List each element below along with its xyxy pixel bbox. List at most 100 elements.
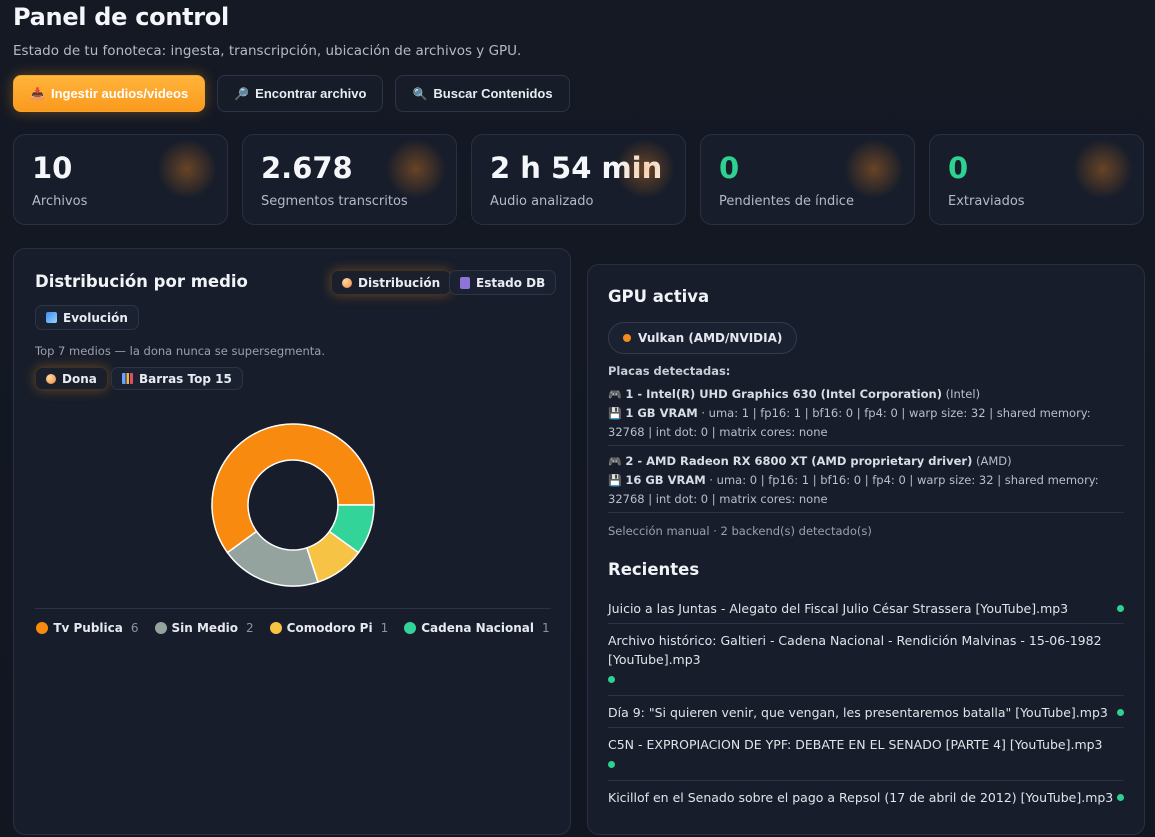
database-icon <box>460 276 470 289</box>
legend-swatch <box>36 622 49 634</box>
status-dot-icon <box>1117 794 1124 801</box>
search-icon: 🔍 <box>412 86 428 101</box>
divider <box>35 608 551 609</box>
page-title: Panel de control <box>13 3 229 31</box>
trend-chart-icon <box>46 312 57 323</box>
stat-value: 2.678 <box>261 151 353 185</box>
recent-item[interactable]: Juicio a las Juntas - Alegato del Fiscal… <box>608 599 1124 618</box>
ingest-button[interactable]: 📥 Ingestir audios/videos <box>13 75 206 112</box>
gamepad-icon: 🎮 <box>608 388 622 401</box>
recent-item[interactable]: C5N - EXPROPIACION DE YPF: DEBATE EN EL … <box>608 735 1124 773</box>
ingest-button-label: Ingestir audios/videos <box>50 86 189 101</box>
status-dot-icon <box>608 676 615 683</box>
divider <box>608 445 1124 446</box>
legend-label: Sin Medio <box>171 621 239 635</box>
detected-devices-label: Placas detectadas: <box>608 364 731 378</box>
recent-item-label: Día 9: "Si quieren venir, que vengan, le… <box>608 705 1108 720</box>
legend-item[interactable]: Comodoro Pi 1 <box>269 621 389 635</box>
status-dot-icon <box>623 334 631 342</box>
divider <box>608 695 1124 696</box>
orb-icon <box>46 373 56 384</box>
search-content-button-label: Buscar Contenidos <box>433 86 553 101</box>
distribution-title: Distribución por medio <box>35 272 248 291</box>
divider <box>608 780 1124 781</box>
divider <box>608 727 1124 728</box>
legend-label: Comodoro Pi <box>286 621 373 635</box>
legend-swatch <box>404 622 417 634</box>
stat-value: 0 <box>719 151 740 185</box>
tab-distribucion[interactable]: Distribución <box>331 270 452 295</box>
legend-item[interactable]: Tv Publica 6 <box>36 621 139 635</box>
stat-value: 2 h 54 min <box>490 151 663 185</box>
distribution-card: Distribución por medio Distribución Esta… <box>13 248 571 835</box>
magnifier-icon: 🔎 <box>234 86 250 101</box>
floppy-icon: 💾 <box>608 474 622 487</box>
legend-count: 6 <box>130 621 139 635</box>
gpu-vendor: (AMD) <box>975 454 1012 468</box>
status-dot-icon <box>1117 709 1124 716</box>
stat-label: Segmentos transcritos <box>261 194 408 209</box>
search-content-button[interactable]: 🔍 Buscar Contenidos <box>395 75 570 112</box>
recent-title: Recientes <box>608 560 700 579</box>
view-label: Dona <box>62 371 97 386</box>
legend-label: Cadena Nacional <box>421 621 535 635</box>
recent-item[interactable]: Kicillof en el Senado sobre el pago a Re… <box>608 788 1124 807</box>
recent-item[interactable]: Día 9: "Si quieren venir, que vengan, le… <box>608 703 1124 722</box>
legend-item[interactable]: Sin Medio 2 <box>154 621 254 635</box>
tab-estado-db[interactable]: Estado DB <box>449 270 557 295</box>
legend-swatch <box>154 622 167 634</box>
divider <box>608 512 1124 513</box>
donut-slice-tv-publica[interactable] <box>211 423 375 554</box>
legend-item[interactable]: Cadena Nacional 1 <box>404 621 550 635</box>
gpu-title: GPU activa <box>608 287 710 306</box>
chart-legend: Tv Publica 6 Sin Medio 2 Comodoro Pi 1 Cadena … <box>14 621 572 635</box>
status-dot-icon <box>1117 605 1124 612</box>
gpu-name: 2 - AMD Radeon RX 6800 XT (AMD proprieta… <box>625 454 973 468</box>
divider <box>608 623 1124 624</box>
gamepad-icon: 🎮 <box>608 455 622 468</box>
stat-card-extraviados: 0 Extraviados <box>929 134 1144 225</box>
stat-value: 10 <box>32 151 73 185</box>
recent-item-label: Juicio a las Juntas - Alegato del Fiscal… <box>608 601 1069 616</box>
recent-item-label: Kicillof en el Senado sobre el pago a Re… <box>608 790 1114 805</box>
tab-evolucion[interactable]: Evolución <box>35 305 139 330</box>
find-file-button[interactable]: 🔎 Encontrar archivo <box>217 75 384 112</box>
view-dona[interactable]: Dona <box>35 367 108 390</box>
gpu-selection-status: Selección manual · 2 backend(s) detectad… <box>608 524 872 538</box>
stats-row: 10 Archivos 2.678 Segmentos transcritos … <box>13 134 1144 225</box>
legend-count: 1 <box>380 621 389 635</box>
recent-item[interactable]: Archivo histórico: Galtieri - Cadena Nac… <box>608 631 1124 688</box>
stat-label: Pendientes de índice <box>719 194 854 209</box>
tab-label: Estado DB <box>476 275 546 290</box>
donut-slice-cadena-nacional[interactable] <box>328 504 375 554</box>
stat-card-archivos: 10 Archivos <box>13 134 228 225</box>
stat-card-pendientes: 0 Pendientes de índice <box>700 134 915 225</box>
find-file-button-label: Encontrar archivo <box>255 86 367 101</box>
gpu-card: GPU activa Vulkan (AMD/NVIDIA) Placas de… <box>587 264 1145 835</box>
gpu-backend-badge: Vulkan (AMD/NVIDIA) <box>608 322 798 354</box>
status-dot-icon <box>608 761 615 768</box>
floppy-icon: 💾 <box>608 407 622 420</box>
stat-label: Archivos <box>32 194 88 209</box>
donut-chart <box>211 423 375 587</box>
tab-label: Distribución <box>358 275 441 290</box>
gpu-details: · uma: 0 | fp16: 1 | bf16: 0 | fp4: 0 | … <box>608 473 1099 506</box>
recent-item-label: Archivo histórico: Galtieri - Cadena Nac… <box>608 633 1102 667</box>
stat-card-audio: 2 h 54 min Audio analizado <box>471 134 686 225</box>
gpu-backend-label: Vulkan (AMD/NVIDIA) <box>638 331 783 345</box>
orb-icon <box>342 277 352 288</box>
recent-item-label: C5N - EXPROPIACION DE YPF: DEBATE EN EL … <box>608 737 1103 752</box>
gpu-details: · uma: 1 | fp16: 1 | bf16: 0 | fp4: 0 | … <box>608 406 1091 439</box>
gpu-device: 🎮 2 - AMD Radeon RX 6800 XT (AMD proprie… <box>608 452 1124 508</box>
gpu-vram: 16 GB VRAM <box>625 473 706 487</box>
inbox-tray-icon: 📥 <box>30 86 45 101</box>
tab-label: Evolución <box>63 310 128 325</box>
distribution-note: Top 7 medios — la dona nunca se superseg… <box>35 344 326 358</box>
gpu-device: 🎮 1 - Intel(R) UHD Graphics 630 (Intel C… <box>608 385 1124 441</box>
gpu-name: 1 - Intel(R) UHD Graphics 630 (Intel Cor… <box>625 387 942 401</box>
action-bar: 📥 Ingestir audios/videos 🔎 Encontrar arc… <box>13 75 570 112</box>
legend-label: Tv Publica <box>53 621 123 635</box>
legend-count: 2 <box>246 621 254 635</box>
stat-label: Extraviados <box>948 194 1025 209</box>
view-barras-top-15[interactable]: Barras Top 15 <box>111 367 243 390</box>
